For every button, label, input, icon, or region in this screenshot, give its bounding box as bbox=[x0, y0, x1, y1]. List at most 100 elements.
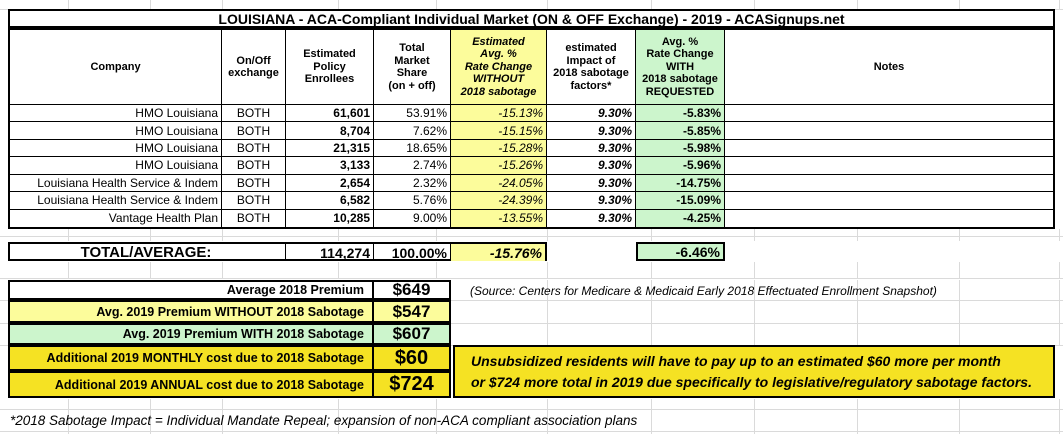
page-title: LOUISIANA - ACA-Compliant Individual Mar… bbox=[8, 9, 1055, 28]
company-cell: Louisiana Health Service & Indem bbox=[10, 174, 222, 193]
column-header-exchange: On/Off exchange bbox=[222, 30, 286, 105]
total-label: TOTAL/AVERAGE: bbox=[10, 244, 286, 261]
company-cell: HMO Louisiana bbox=[10, 122, 222, 140]
rate-with-cell: -5.96% bbox=[636, 157, 725, 175]
column-header-company: Company bbox=[10, 30, 222, 105]
gridline-band-top bbox=[0, 0, 1063, 9]
enrollees-cell: 10,285 bbox=[286, 209, 374, 227]
company-cell: Louisiana Health Service & Indem bbox=[10, 192, 222, 210]
market-share-cell: 53.91% bbox=[374, 105, 451, 123]
notes-cell bbox=[725, 192, 1053, 210]
gridline-h bbox=[0, 278, 1063, 279]
enrollees-cell: 8,704 bbox=[286, 122, 374, 140]
summary-value: $649 bbox=[372, 280, 449, 299]
sabotage-impact-cell: 9.30% bbox=[547, 139, 636, 158]
market-share-cell: 7.62% bbox=[374, 122, 451, 140]
gridline-h bbox=[0, 236, 1063, 237]
notes-cell bbox=[725, 210, 1053, 227]
notes-cell bbox=[725, 105, 1053, 123]
exchange-cell: BOTH bbox=[222, 139, 286, 158]
exchange-cell: BOTH bbox=[222, 174, 286, 193]
rate-without-cell: -15.26% bbox=[451, 157, 547, 175]
gridline-h bbox=[0, 323, 1063, 324]
exchange-cell: BOTH bbox=[222, 157, 286, 175]
source-note: (Source: Centers for Medicare & Medicaid… bbox=[470, 284, 937, 298]
total-rate-with: -6.46% bbox=[636, 242, 725, 261]
exchange-cell: BOTH bbox=[222, 209, 286, 227]
column-header-sabotage-impact: estimated Impact of 2018 sabotage factor… bbox=[547, 30, 636, 105]
rate-with-cell: -5.98% bbox=[636, 139, 725, 158]
gridline-h bbox=[0, 431, 1063, 432]
gridline-band-right bbox=[451, 280, 1063, 345]
rate-with-cell: -15.09% bbox=[636, 192, 725, 210]
sabotage-impact-cell: 9.30% bbox=[547, 192, 636, 210]
column-header-enrollees: Estimated Policy Enrollees bbox=[286, 30, 374, 105]
rate-without-cell: -24.39% bbox=[451, 192, 547, 210]
enrollees-cell: 3,133 bbox=[286, 157, 374, 175]
rate-without-cell: -15.13% bbox=[451, 105, 547, 123]
column-header-market-share: Total Market Share (on + off) bbox=[374, 30, 451, 105]
rate-without-cell: -13.55% bbox=[451, 209, 547, 227]
notes-cell bbox=[725, 140, 1053, 158]
summary-label: Average 2018 Premium bbox=[226, 283, 364, 297]
enrollees-cell: 21,315 bbox=[286, 139, 374, 158]
footnote: *2018 Sabotage Impact = Individual Manda… bbox=[10, 413, 638, 428]
notes-cell bbox=[725, 122, 1053, 140]
sabotage-callout: Unsubsidized residents will have to pay … bbox=[453, 345, 1055, 398]
rate-with-cell: -5.83% bbox=[636, 105, 725, 123]
sabotage-impact-cell: 9.30% bbox=[547, 174, 636, 193]
summary-value: $724 bbox=[372, 373, 449, 396]
exchange-cell: BOTH bbox=[222, 105, 286, 123]
summary-row-2019-with-sabotage: Avg. 2019 Premium WITH 2018 Sabotage $60… bbox=[8, 323, 451, 345]
rate-without-cell: -24.05% bbox=[451, 174, 547, 193]
enrollees-cell: 2,654 bbox=[286, 174, 374, 193]
summary-row-2019-without-sabotage: Avg. 2019 Premium WITHOUT 2018 Sabotage … bbox=[8, 300, 451, 323]
summary-label: Additional 2019 MONTHLY cost due to 2018… bbox=[46, 351, 364, 365]
company-cell: Vantage Health Plan bbox=[10, 209, 222, 227]
total-row: TOTAL/AVERAGE: 114,274 100.00% -15.76% bbox=[8, 242, 547, 261]
market-share-cell: 18.65% bbox=[374, 139, 451, 158]
rate-without-cell: -15.15% bbox=[451, 122, 547, 140]
exchange-cell: BOTH bbox=[222, 122, 286, 140]
enrollees-cell: 6,582 bbox=[286, 192, 374, 210]
summary-row-annual-cost: Additional 2019 ANNUAL cost due to 2018 … bbox=[8, 371, 451, 398]
total-enrollees: 114,274 bbox=[286, 244, 374, 261]
notes-cell bbox=[725, 175, 1053, 193]
market-share-cell: 2.32% bbox=[374, 174, 451, 193]
gridline-band-gap1 bbox=[0, 229, 1063, 241]
summary-label: Avg. 2019 Premium WITH 2018 Sabotage bbox=[122, 327, 364, 341]
sabotage-impact-cell: 9.30% bbox=[547, 122, 636, 140]
sabotage-impact-cell: 9.30% bbox=[547, 209, 636, 227]
gridline-h bbox=[0, 409, 1063, 410]
summary-label: Avg. 2019 Premium WITHOUT 2018 Sabotage bbox=[96, 304, 364, 319]
summary-label: Additional 2019 ANNUAL cost due to 2018 … bbox=[54, 377, 364, 392]
rate-with-cell: -14.75% bbox=[636, 174, 725, 193]
company-cell: HMO Louisiana bbox=[10, 157, 222, 175]
total-market-share: 100.00% bbox=[374, 244, 451, 261]
summary-row-monthly-cost: Additional 2019 MONTHLY cost due to 2018… bbox=[8, 345, 451, 371]
gridline-h bbox=[0, 300, 1063, 301]
summary-value: $607 bbox=[372, 324, 449, 343]
rate-without-cell: -15.28% bbox=[451, 139, 547, 158]
total-rate-without: -15.76% bbox=[451, 244, 545, 261]
summary-value: $60 bbox=[372, 347, 449, 369]
gridline-band-bottom bbox=[0, 399, 1063, 434]
market-share-cell: 5.76% bbox=[374, 192, 451, 210]
summary-value: $547 bbox=[372, 302, 449, 321]
company-cell: HMO Louisiana bbox=[10, 139, 222, 158]
sabotage-impact-cell: 9.30% bbox=[547, 157, 636, 175]
notes-cell bbox=[725, 157, 1053, 175]
enrollees-cell: 61,601 bbox=[286, 105, 374, 123]
sabotage-impact-cell: 9.30% bbox=[547, 105, 636, 123]
rate-with-cell: -5.85% bbox=[636, 122, 725, 140]
column-header-notes: Notes bbox=[725, 30, 1053, 105]
company-cell: HMO Louisiana bbox=[10, 105, 222, 123]
column-header-rate-with-sabotage: Avg. % Rate Change WITH 2018 sabotage RE… bbox=[636, 30, 725, 105]
rate-with-cell: -4.25% bbox=[636, 209, 725, 227]
market-share-cell: 2.74% bbox=[374, 157, 451, 175]
column-header-rate-without-sabotage: Estimated Avg. % Rate Change WITHOUT 201… bbox=[451, 30, 547, 105]
market-table: Company On/Off exchange Estimated Policy… bbox=[8, 28, 1055, 229]
market-share-cell: 9.00% bbox=[374, 209, 451, 227]
exchange-cell: BOTH bbox=[222, 192, 286, 210]
